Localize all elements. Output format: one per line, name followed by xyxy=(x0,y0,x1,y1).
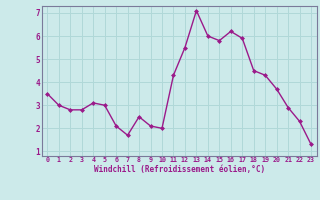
X-axis label: Windchill (Refroidissement éolien,°C): Windchill (Refroidissement éolien,°C) xyxy=(94,165,265,174)
